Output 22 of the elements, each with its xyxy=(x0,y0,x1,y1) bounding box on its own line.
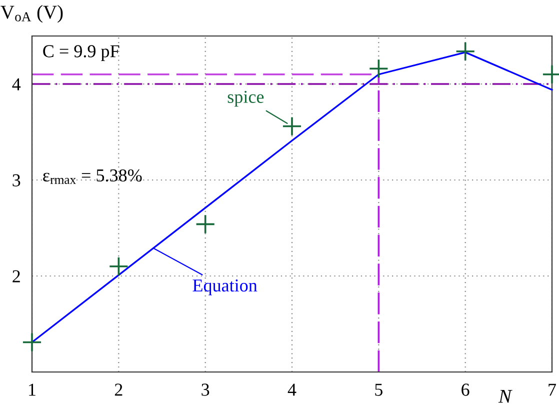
point xyxy=(22,332,42,352)
x-tick-label: 2 xyxy=(114,384,122,396)
annotation: ε$_{rmax}$ = 5.38% xyxy=(43,169,142,184)
annotation: C = 9.9 pF xyxy=(43,45,120,61)
point xyxy=(282,116,302,136)
legend-label: Equation xyxy=(192,279,258,296)
series-label: spice xyxy=(228,90,264,107)
y-tick-label: 2 xyxy=(12,270,20,282)
y-tick-label: 3 xyxy=(12,174,20,186)
x-axis-title: N xyxy=(498,390,512,403)
x-tick-label: 1 xyxy=(29,384,36,396)
point xyxy=(108,256,129,276)
x-tick-label: 3 xyxy=(202,384,210,396)
x-tick-label: 6 xyxy=(462,384,470,396)
point xyxy=(195,214,216,234)
point xyxy=(368,58,389,79)
x-tick-label: 5 xyxy=(375,384,382,396)
y-axis-title: V$_{oA}$ (V) xyxy=(0,5,63,23)
point xyxy=(455,41,476,62)
x-tick-label: 4 xyxy=(288,384,296,396)
x-tick-label: 7 xyxy=(548,384,556,396)
y-tick-label: 4 xyxy=(12,78,21,90)
